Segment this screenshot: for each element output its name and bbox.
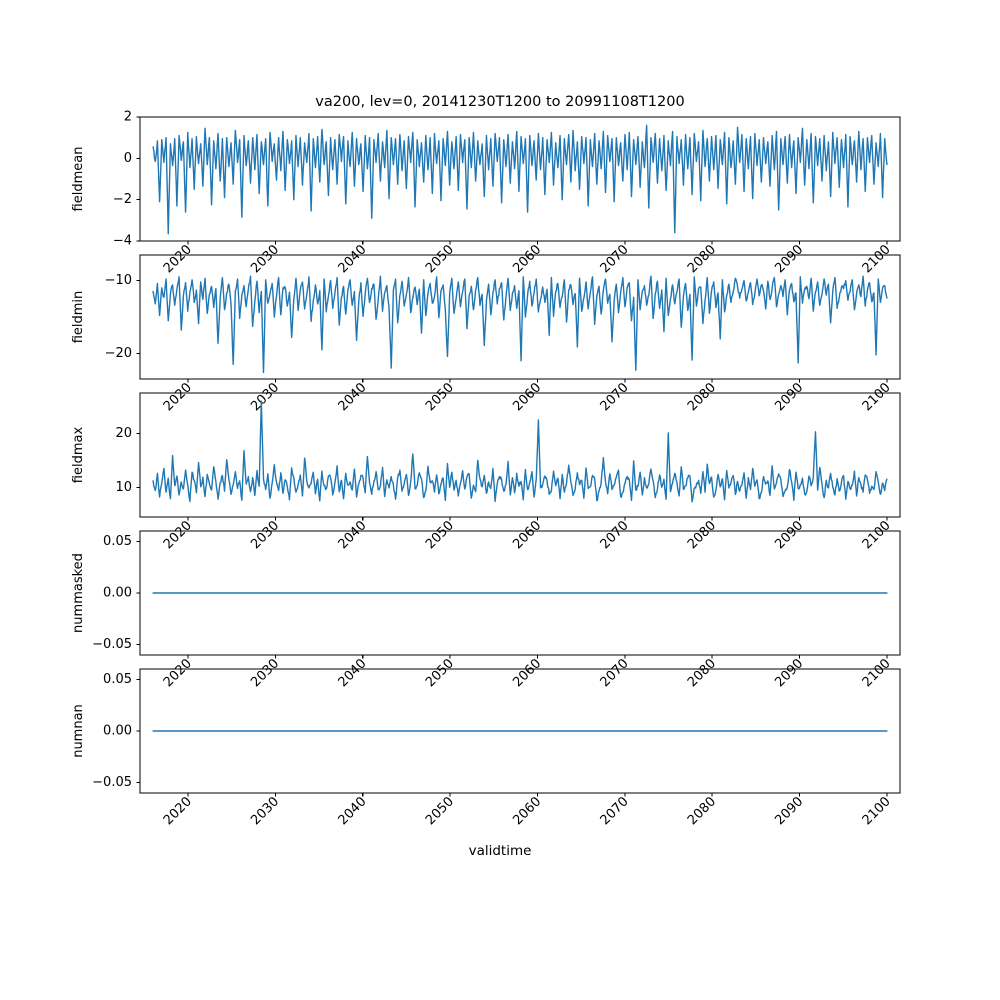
y-tick-label: −0.05 xyxy=(92,637,132,652)
data-line-fieldmean xyxy=(152,124,888,235)
y-axis-label-fieldmin: fieldmin xyxy=(71,291,86,344)
x-tick-label: 2020 xyxy=(161,794,195,828)
y-tick-label: 10 xyxy=(115,480,132,495)
x-tick-label: 2030 xyxy=(248,794,282,828)
y-tick-label: −2 xyxy=(113,192,132,207)
y-tick-label: −4 xyxy=(113,234,132,249)
y-axis-label-numnan: numnan xyxy=(71,704,86,758)
y-tick-label: 0.00 xyxy=(103,586,132,601)
y-tick-label: 0 xyxy=(124,151,132,166)
x-tick-label: 2090 xyxy=(772,794,806,828)
data-line-fieldmin xyxy=(152,275,888,374)
figure-title: va200, lev=0, 20141230T1200 to 20991108T… xyxy=(315,94,685,110)
y-tick-label: 0.00 xyxy=(103,724,132,739)
y-tick-label: 2 xyxy=(124,110,132,125)
x-tick-label: 2100 xyxy=(860,794,894,828)
y-axis-label-fieldmax: fieldmax xyxy=(71,427,86,484)
x-tick-label: 2080 xyxy=(685,794,719,828)
axes-frame xyxy=(139,116,901,242)
axes-frame xyxy=(139,392,901,518)
x-axis-label: validtime xyxy=(468,843,532,859)
y-tick-label: 0.05 xyxy=(103,534,132,549)
data-line-fieldmax xyxy=(152,400,888,503)
x-tick-label: 2060 xyxy=(510,794,544,828)
y-tick-label: −10 xyxy=(105,273,132,288)
y-axis-label-nummasked: nummasked xyxy=(71,553,86,633)
y-tick-label: 20 xyxy=(115,426,132,441)
y-tick-label: −0.05 xyxy=(92,775,132,790)
x-tick-label: 2040 xyxy=(336,794,370,828)
x-tick-label: 2070 xyxy=(598,794,632,828)
y-tick-label: 0.05 xyxy=(103,672,132,687)
y-axis-label-fieldmean: fieldmean xyxy=(71,147,86,212)
x-tick-label: 2050 xyxy=(423,794,457,828)
y-tick-label: −20 xyxy=(105,346,132,361)
axes-frame xyxy=(139,254,901,380)
